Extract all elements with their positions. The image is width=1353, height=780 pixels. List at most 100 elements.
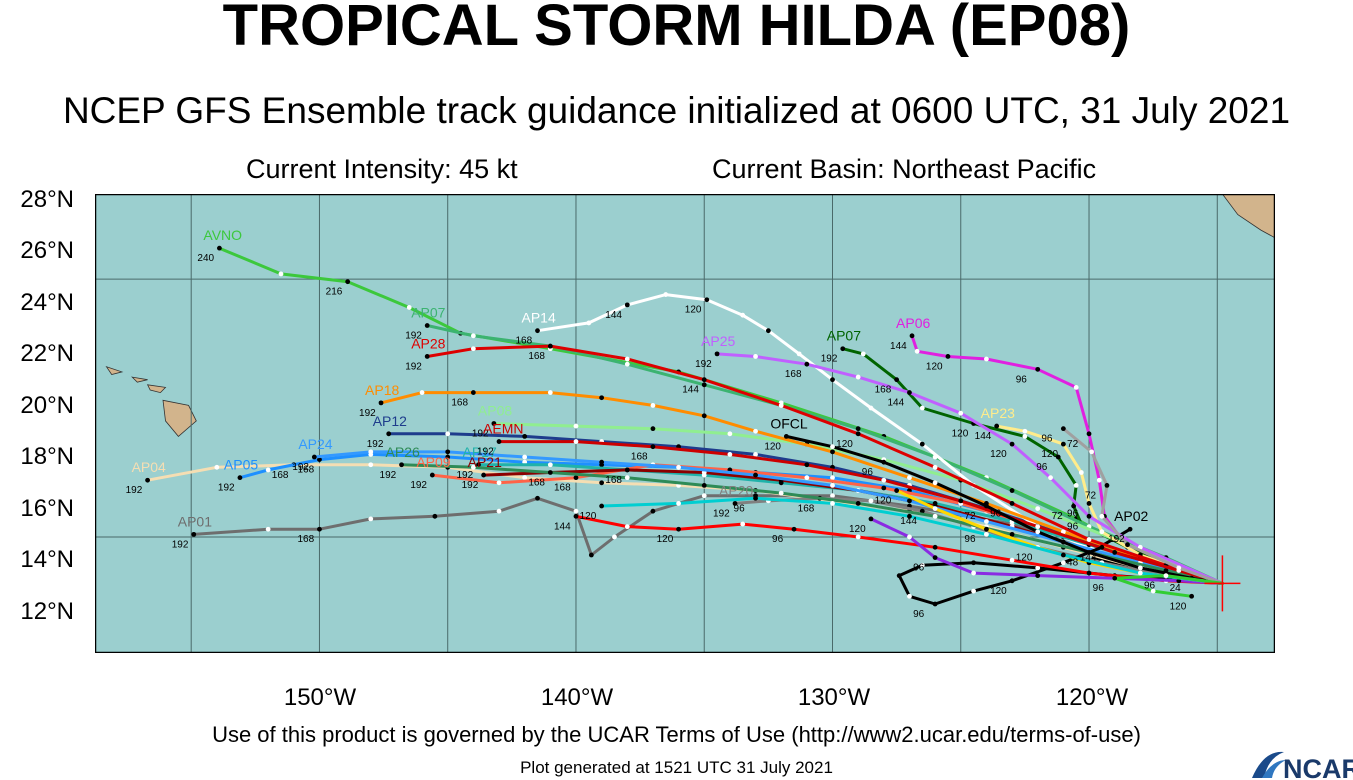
track-point (1099, 544, 1105, 550)
track-point (881, 485, 887, 491)
track-point (778, 403, 784, 408)
track-point (804, 462, 810, 468)
forecast-hour-label: 96 (1144, 581, 1156, 592)
track-point (522, 475, 528, 481)
track-point (547, 390, 553, 395)
terms-of-use: Use of this product is governed by the U… (212, 722, 1141, 747)
current-intensity: Current Intensity: 45 kt (246, 154, 518, 184)
track-point (145, 477, 150, 483)
track-point (860, 351, 866, 357)
forecast-hour-label: 192 (218, 483, 235, 494)
track-point (804, 361, 810, 367)
forecast-hour-label: 192 (172, 539, 189, 550)
forecast-hour-label: 96 (964, 534, 976, 545)
forecast-hour-label: 168 (785, 369, 802, 380)
track-point (791, 526, 797, 532)
forecast-hour-label: 192 (405, 361, 422, 372)
track-point (1055, 454, 1061, 460)
track-name-label: AP26 (386, 444, 420, 460)
forecast-hour-label: 96 (1067, 508, 1079, 519)
forecast-hour-label: 144 (1080, 552, 1097, 563)
track-point (868, 516, 874, 522)
track-point (701, 482, 707, 488)
track-point (984, 526, 989, 532)
forecast-hour-label: 120 (952, 429, 969, 440)
track-point (984, 503, 989, 509)
forecast-hour-label: 24 (1170, 583, 1182, 594)
forecast-hour-label: 168 (554, 483, 571, 494)
forecast-hour-label: 168 (272, 470, 289, 481)
track-point (919, 562, 925, 568)
lat-label: 28°N (20, 186, 74, 213)
forecast-hour-label: 144 (890, 341, 907, 352)
lon-label: 130°W (797, 684, 871, 711)
lat-label: 24°N (20, 289, 74, 316)
forecast-hour-label: 48 (1067, 557, 1079, 568)
forecast-hour-label: 192 (380, 470, 397, 481)
forecast-hour-label: 216 (326, 287, 343, 298)
track-point (1089, 449, 1094, 455)
track-point (1112, 575, 1118, 581)
forecast-hour-label: 96 (1036, 462, 1048, 473)
track-point (907, 390, 912, 395)
ncar-logo: NCAR (1252, 751, 1353, 780)
forecast-hour-label: 168 (631, 452, 648, 463)
track-point (1060, 529, 1066, 535)
forecast-hour-label: 120 (990, 449, 1007, 460)
track-name-label: AP18 (365, 382, 399, 398)
track-point (588, 552, 594, 558)
track-point (1009, 578, 1015, 584)
track-point (894, 488, 900, 493)
track-point (424, 323, 430, 328)
track-point (599, 503, 605, 509)
track-point (1099, 513, 1105, 519)
track-point (676, 526, 681, 532)
track-point (855, 374, 861, 380)
forecast-hour-label: 192 (695, 359, 712, 370)
track-point (1086, 513, 1092, 519)
forecast-hour-label: 168 (528, 477, 545, 488)
lat-label: 26°N (20, 237, 74, 264)
forecast-hour-label: 144 (975, 431, 992, 442)
track-point (1137, 570, 1143, 576)
track-name-label: AEMN (483, 421, 523, 437)
forecast-hour-label: 120 (685, 305, 702, 316)
track-point (624, 302, 630, 308)
forecast-hour-label: 120 (836, 439, 853, 450)
forecast-hour-label: 120 (926, 361, 943, 372)
track-point (855, 426, 861, 432)
track-point (1071, 503, 1077, 509)
track-point (919, 508, 925, 514)
plot-generated: Plot generated at 1521 UTC 31 July 2021 (520, 758, 833, 777)
track-point (1009, 531, 1015, 537)
track-point (650, 426, 656, 432)
track-name-label: AP06 (896, 315, 930, 331)
track-name-label: AP28 (411, 335, 445, 351)
track-point (881, 459, 887, 465)
track-point (971, 588, 976, 594)
track-point (932, 513, 938, 519)
track-line (784, 434, 1224, 585)
track-point (496, 508, 502, 514)
track-name-label: AP23 (981, 405, 1015, 421)
ncar-logo-text: NCAR (1283, 754, 1353, 780)
map-border (95, 194, 1275, 653)
track-point (1035, 529, 1041, 535)
track-point (1137, 565, 1143, 571)
track-point (727, 431, 733, 437)
track-point (830, 475, 835, 481)
track-point (573, 423, 579, 429)
track-point (740, 521, 746, 527)
track-point (971, 570, 976, 576)
forecast-hour-label: 96 (862, 467, 874, 478)
track-point (573, 513, 579, 519)
forecast-hour-label: 240 (197, 253, 214, 264)
forecast-hour-label: 120 (1170, 601, 1187, 612)
track-point (368, 449, 374, 455)
forecast-hour-label: 192 (292, 462, 309, 473)
forecast-hour-label: 192 (359, 408, 376, 419)
track-point (522, 433, 528, 439)
track-point (909, 333, 915, 339)
track-point (1125, 542, 1130, 548)
forecast-hour-label: 96 (913, 563, 925, 574)
